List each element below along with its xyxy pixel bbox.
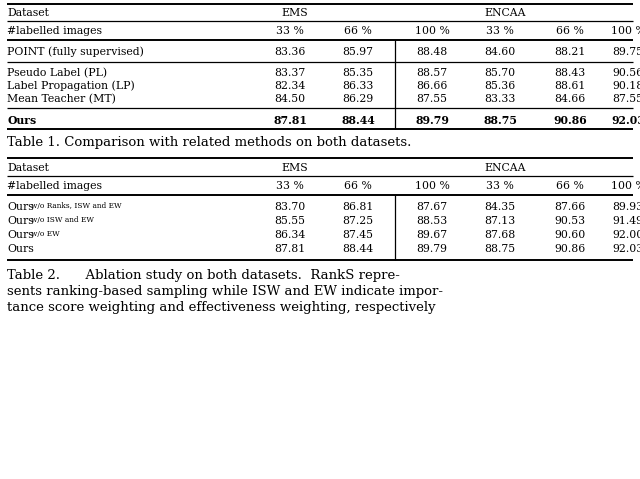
- Text: Ours: Ours: [7, 216, 34, 226]
- Text: 92.03: 92.03: [612, 244, 640, 254]
- Text: 88.48: 88.48: [417, 47, 447, 57]
- Text: 85.70: 85.70: [484, 68, 516, 78]
- Text: 87.45: 87.45: [342, 230, 374, 240]
- Text: Mean Teacher (MT): Mean Teacher (MT): [7, 94, 116, 104]
- Text: Ours: Ours: [7, 114, 36, 125]
- Text: Ours: Ours: [7, 230, 34, 240]
- Text: 92.03: 92.03: [611, 114, 640, 125]
- Text: 88.75: 88.75: [484, 244, 516, 254]
- Text: 85.55: 85.55: [275, 216, 305, 226]
- Text: 83.33: 83.33: [484, 94, 516, 104]
- Text: 33 %: 33 %: [486, 181, 514, 191]
- Text: 86.33: 86.33: [342, 81, 374, 91]
- Text: 33 %: 33 %: [276, 26, 304, 36]
- Text: #labelled images: #labelled images: [7, 26, 102, 36]
- Text: Dataset: Dataset: [7, 163, 49, 173]
- Text: 33 %: 33 %: [276, 181, 304, 191]
- Text: 86.66: 86.66: [416, 81, 448, 91]
- Text: 92.00: 92.00: [612, 230, 640, 240]
- Text: 90.86: 90.86: [554, 244, 586, 254]
- Text: 87.25: 87.25: [342, 216, 374, 226]
- Text: 89.93: 89.93: [612, 202, 640, 212]
- Text: Label Propagation (LP): Label Propagation (LP): [7, 81, 135, 91]
- Text: 88.53: 88.53: [417, 216, 447, 226]
- Text: 89.79: 89.79: [415, 114, 449, 125]
- Text: 66 %: 66 %: [556, 181, 584, 191]
- Text: 86.29: 86.29: [342, 94, 374, 104]
- Text: 88.57: 88.57: [417, 68, 447, 78]
- Text: Table 1. Comparison with related methods on both datasets.: Table 1. Comparison with related methods…: [7, 136, 412, 148]
- Text: Ours: Ours: [7, 202, 34, 212]
- Text: 100 %: 100 %: [611, 26, 640, 36]
- Text: 33 %: 33 %: [486, 26, 514, 36]
- Text: 85.97: 85.97: [342, 47, 374, 57]
- Text: 83.36: 83.36: [275, 47, 306, 57]
- Text: sents ranking-based sampling while ISW and EW indicate impor-: sents ranking-based sampling while ISW a…: [7, 285, 443, 297]
- Text: 88.44: 88.44: [341, 114, 375, 125]
- Text: 90.53: 90.53: [554, 216, 586, 226]
- Text: Table 2.      Ablation study on both datasets.  RankS repre-: Table 2. Ablation study on both datasets…: [7, 269, 400, 282]
- Text: Ours: Ours: [7, 244, 34, 254]
- Text: 87.81: 87.81: [273, 114, 307, 125]
- Text: 89.79: 89.79: [417, 244, 447, 254]
- Text: 84.50: 84.50: [275, 94, 305, 104]
- Text: 90.18: 90.18: [612, 81, 640, 91]
- Text: 91.49: 91.49: [612, 216, 640, 226]
- Text: 84.66: 84.66: [554, 94, 586, 104]
- Text: 100 %: 100 %: [611, 181, 640, 191]
- Text: 83.37: 83.37: [275, 68, 306, 78]
- Text: 87.55: 87.55: [612, 94, 640, 104]
- Text: 87.55: 87.55: [417, 94, 447, 104]
- Text: 66 %: 66 %: [344, 181, 372, 191]
- Text: #labelled images: #labelled images: [7, 181, 102, 191]
- Text: 89.67: 89.67: [417, 230, 447, 240]
- Text: EMS: EMS: [282, 163, 308, 173]
- Text: EMS: EMS: [282, 8, 308, 18]
- Text: 89.75: 89.75: [612, 47, 640, 57]
- Text: 85.35: 85.35: [342, 68, 374, 78]
- Text: w/o EW: w/o EW: [31, 229, 60, 238]
- Text: 88.61: 88.61: [554, 81, 586, 91]
- Text: ENCAA: ENCAA: [484, 163, 525, 173]
- Text: POINT (fully supervised): POINT (fully supervised): [7, 47, 144, 57]
- Text: w/o Ranks, ISW and EW: w/o Ranks, ISW and EW: [31, 202, 122, 209]
- Text: 90.60: 90.60: [554, 230, 586, 240]
- Text: 100 %: 100 %: [415, 181, 449, 191]
- Text: 87.13: 87.13: [484, 216, 516, 226]
- Text: 87.66: 87.66: [554, 202, 586, 212]
- Text: ENCAA: ENCAA: [484, 8, 525, 18]
- Text: 90.56: 90.56: [612, 68, 640, 78]
- Text: 86.81: 86.81: [342, 202, 374, 212]
- Text: 66 %: 66 %: [556, 26, 584, 36]
- Text: 88.44: 88.44: [342, 244, 374, 254]
- Text: 85.36: 85.36: [484, 81, 516, 91]
- Text: 87.67: 87.67: [417, 202, 447, 212]
- Text: tance score weighting and effectiveness weighting, respectively: tance score weighting and effectiveness …: [7, 300, 436, 313]
- Text: 82.34: 82.34: [275, 81, 306, 91]
- Text: w/o ISW and EW: w/o ISW and EW: [31, 216, 94, 224]
- Text: 87.81: 87.81: [275, 244, 306, 254]
- Text: 90.86: 90.86: [553, 114, 587, 125]
- Text: 84.35: 84.35: [484, 202, 516, 212]
- Text: 88.43: 88.43: [554, 68, 586, 78]
- Text: 100 %: 100 %: [415, 26, 449, 36]
- Text: Pseudo Label (PL): Pseudo Label (PL): [7, 68, 107, 78]
- Text: 88.75: 88.75: [483, 114, 517, 125]
- Text: 86.34: 86.34: [275, 230, 306, 240]
- Text: 66 %: 66 %: [344, 26, 372, 36]
- Text: 84.60: 84.60: [484, 47, 516, 57]
- Text: 87.68: 87.68: [484, 230, 516, 240]
- Text: 88.21: 88.21: [554, 47, 586, 57]
- Text: Dataset: Dataset: [7, 8, 49, 18]
- Text: 83.70: 83.70: [275, 202, 306, 212]
